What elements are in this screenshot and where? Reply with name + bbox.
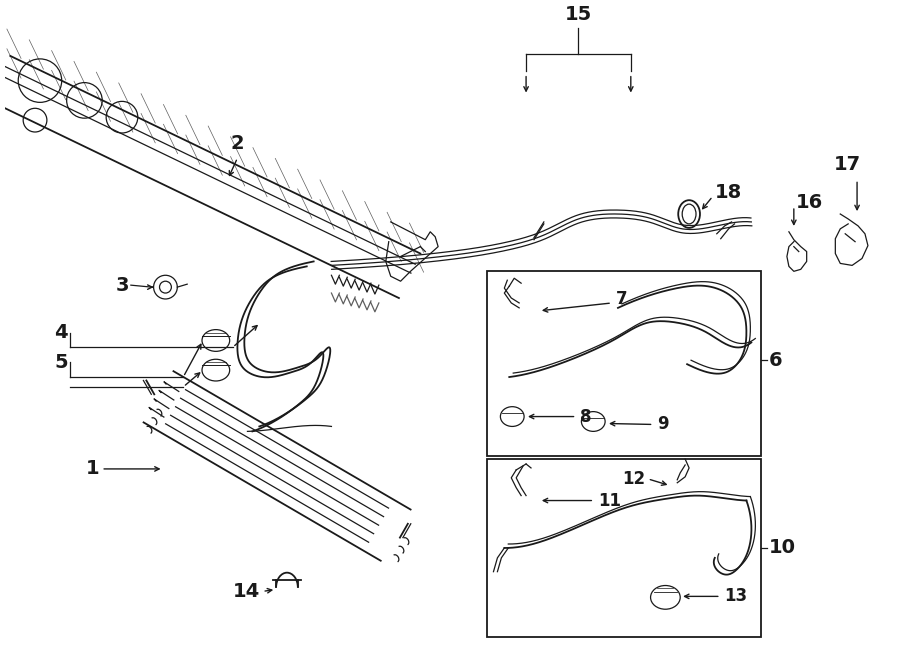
Text: 13: 13 xyxy=(724,588,748,605)
Text: 2: 2 xyxy=(230,134,245,153)
Text: 17: 17 xyxy=(833,155,860,175)
Text: 7: 7 xyxy=(616,290,627,308)
Text: 14: 14 xyxy=(233,582,260,601)
Text: 10: 10 xyxy=(770,539,796,557)
Text: 18: 18 xyxy=(715,183,742,202)
Text: 16: 16 xyxy=(796,192,824,212)
Text: 3: 3 xyxy=(115,276,129,295)
Text: 11: 11 xyxy=(598,492,621,510)
Bar xyxy=(487,271,761,456)
Bar xyxy=(487,459,761,637)
Text: 9: 9 xyxy=(658,416,669,434)
Text: 5: 5 xyxy=(54,353,68,371)
Text: 8: 8 xyxy=(580,408,592,426)
Text: 15: 15 xyxy=(565,5,592,24)
Text: 6: 6 xyxy=(770,351,783,369)
Text: 4: 4 xyxy=(54,323,68,342)
Text: 1: 1 xyxy=(86,459,99,479)
Text: 12: 12 xyxy=(623,470,645,488)
